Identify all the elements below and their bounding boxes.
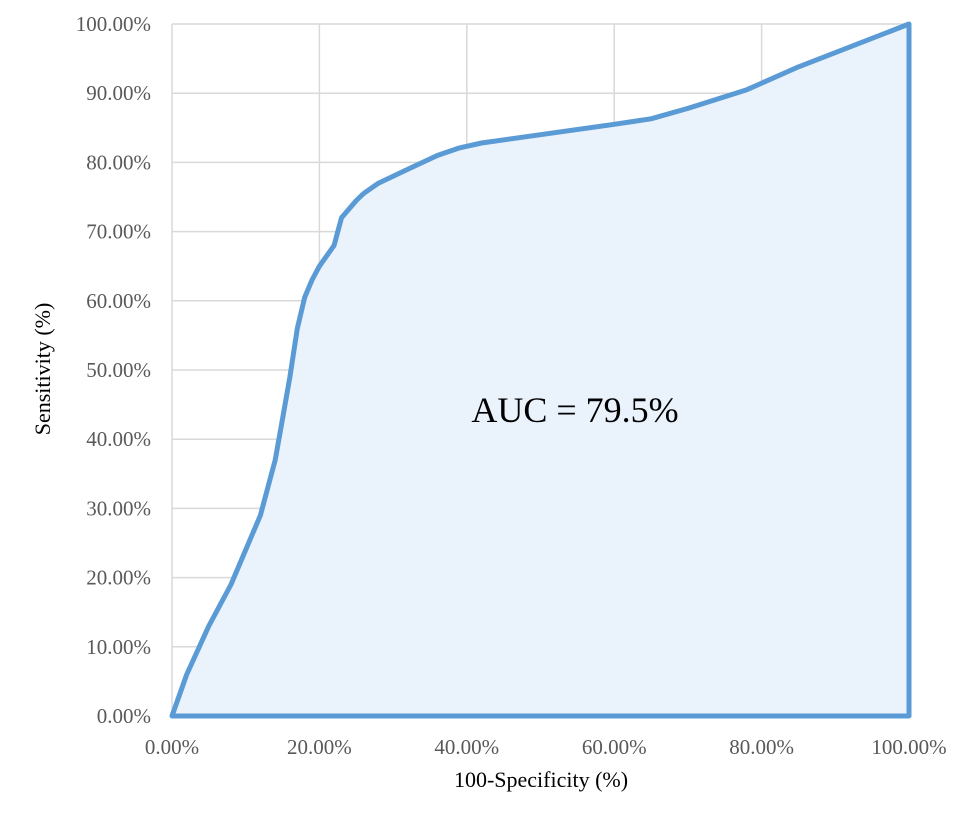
x-tick-label: 60.00% — [582, 735, 647, 759]
y-tick-label: 20.00% — [86, 566, 151, 590]
plot-area — [169, 21, 912, 719]
y-tick-label: 0.00% — [97, 704, 151, 728]
y-tick-label: 100.00% — [76, 12, 151, 36]
x-tick-label: 80.00% — [729, 735, 794, 759]
x-tick-label: 20.00% — [287, 735, 352, 759]
y-tick-label: 70.00% — [86, 220, 151, 244]
y-tick-label: 80.00% — [86, 150, 151, 174]
y-axis-title: Sensitivity (%) — [30, 303, 55, 436]
roc-curve-area — [169, 21, 912, 719]
annotation-auc: AUC = 79.5% — [471, 390, 678, 430]
x-axis-title: 100-Specificity (%) — [454, 767, 628, 792]
x-tick-label: 0.00% — [145, 735, 199, 759]
y-tick-label: 90.00% — [86, 81, 151, 105]
x-tick-labels: 0.00% 20.00% 40.00% 60.00% 80.00% 100.00% — [145, 735, 947, 759]
x-tick-label: 100.00% — [871, 735, 946, 759]
x-tick-label: 40.00% — [434, 735, 499, 759]
y-tick-label: 40.00% — [86, 427, 151, 451]
y-tick-label: 50.00% — [86, 358, 151, 382]
y-tick-label: 30.00% — [86, 496, 151, 520]
y-tick-label: 60.00% — [86, 289, 151, 313]
y-tick-labels: 0.00% 10.00% 20.00% 30.00% 40.00% 50.00% 60.00… — [76, 12, 151, 728]
y-tick-label: 10.00% — [86, 635, 151, 659]
